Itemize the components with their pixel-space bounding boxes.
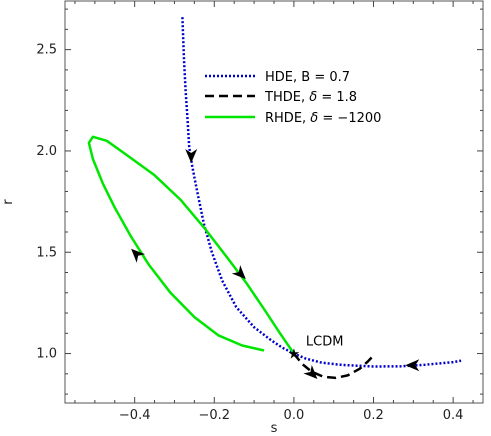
legend-label-rhde: RHDE, δ = −1200 (265, 111, 381, 126)
legend-label-rhde-symbol: δ (310, 111, 318, 126)
legend-label-thde: THDE, δ = 1.8 (264, 90, 357, 105)
legend: HDE, B = 0.7 THDE, δ = 1.8 RHDE, δ = −12… (205, 70, 381, 126)
y-tick-label: 1.0 (36, 347, 57, 362)
x-tick-label: −0.2 (199, 408, 231, 423)
arrow-hde-marker (405, 359, 420, 372)
arrow-rhde-marker (231, 265, 246, 280)
y-tick-label: 1.5 (36, 245, 57, 260)
y-tick-label: 2.5 (36, 43, 57, 58)
x-tick-label: 0.4 (443, 408, 464, 423)
legend-label-hde: HDE, B = 0.7 (265, 70, 350, 85)
arrow-thde-marker (303, 365, 318, 379)
x-tick-label: −0.4 (119, 408, 151, 423)
x-axis-label: s (271, 421, 278, 436)
y-tick-label: 2.0 (36, 144, 57, 159)
arrow-rhde-marker (131, 248, 146, 263)
x-tick-label: 0.2 (363, 408, 384, 423)
series-layer (87, 17, 462, 380)
legend-label-rhde-suffix: = −1200 (318, 111, 381, 126)
x-tick-label: 0.0 (284, 408, 305, 423)
arrow-hde-marker (185, 149, 198, 163)
lcdm-annotation-label: LCDM (306, 335, 344, 350)
series-line-hde (181, 17, 462, 368)
lcdm-star-icon: ★ (288, 347, 301, 363)
y-axis-label: r (1, 199, 16, 205)
series-line-thde (292, 352, 375, 380)
axis-layer: −0.4 −0.2 0.0 0.2 0.4 1.0 1.5 2.0 2.5 (36, 1, 483, 423)
legend-label-thde-symbol: δ (309, 90, 317, 105)
marker-layer: ★ LCDM (131, 149, 420, 379)
series-line-rhde (87, 135, 295, 355)
legend-label-thde-prefix: THDE, (264, 90, 309, 105)
legend-label-thde-suffix: = 1.8 (317, 90, 357, 105)
legend-label-rhde-prefix: RHDE, (265, 111, 310, 126)
